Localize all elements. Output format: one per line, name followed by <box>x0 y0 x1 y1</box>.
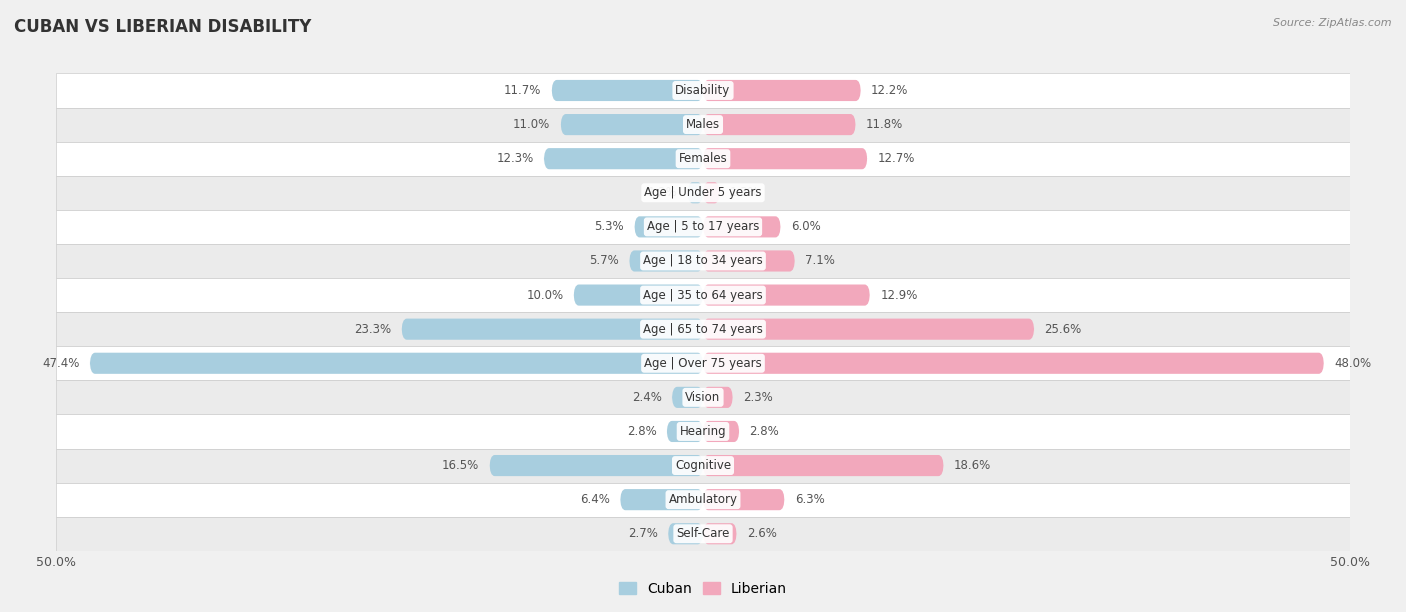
Text: Females: Females <box>679 152 727 165</box>
Text: 11.0%: 11.0% <box>513 118 550 131</box>
FancyBboxPatch shape <box>666 421 703 442</box>
Bar <box>56 210 1350 244</box>
Text: 5.3%: 5.3% <box>595 220 624 233</box>
FancyBboxPatch shape <box>688 182 703 203</box>
FancyBboxPatch shape <box>703 455 943 476</box>
Bar <box>56 244 1350 278</box>
Text: Ambulatory: Ambulatory <box>668 493 738 506</box>
Text: 12.2%: 12.2% <box>872 84 908 97</box>
FancyBboxPatch shape <box>402 319 703 340</box>
Bar <box>56 414 1350 449</box>
Text: CUBAN VS LIBERIAN DISABILITY: CUBAN VS LIBERIAN DISABILITY <box>14 18 312 36</box>
Bar <box>56 346 1350 380</box>
Text: Disability: Disability <box>675 84 731 97</box>
FancyBboxPatch shape <box>561 114 703 135</box>
Text: Vision: Vision <box>685 391 721 404</box>
FancyBboxPatch shape <box>703 285 870 305</box>
FancyBboxPatch shape <box>703 319 1035 340</box>
Legend: Cuban, Liberian: Cuban, Liberian <box>614 576 792 601</box>
Bar <box>56 380 1350 414</box>
Text: 2.8%: 2.8% <box>749 425 779 438</box>
Bar <box>56 483 1350 517</box>
Text: Age | 18 to 34 years: Age | 18 to 34 years <box>643 255 763 267</box>
Text: 18.6%: 18.6% <box>953 459 991 472</box>
Bar <box>56 176 1350 210</box>
Bar <box>56 278 1350 312</box>
Text: Males: Males <box>686 118 720 131</box>
Text: 2.3%: 2.3% <box>744 391 773 404</box>
Bar <box>56 141 1350 176</box>
Text: 10.0%: 10.0% <box>526 289 564 302</box>
FancyBboxPatch shape <box>630 250 703 272</box>
Text: Source: ZipAtlas.com: Source: ZipAtlas.com <box>1274 18 1392 28</box>
Text: Hearing: Hearing <box>679 425 727 438</box>
FancyBboxPatch shape <box>703 353 1324 374</box>
Text: 11.7%: 11.7% <box>503 84 541 97</box>
Text: 12.3%: 12.3% <box>496 152 533 165</box>
Bar <box>56 517 1350 551</box>
Text: 11.8%: 11.8% <box>866 118 903 131</box>
Text: Self-Care: Self-Care <box>676 528 730 540</box>
FancyBboxPatch shape <box>703 80 860 101</box>
Bar <box>56 449 1350 483</box>
Text: Age | 35 to 64 years: Age | 35 to 64 years <box>643 289 763 302</box>
Text: 6.3%: 6.3% <box>794 493 824 506</box>
Text: 48.0%: 48.0% <box>1334 357 1371 370</box>
Text: Age | Over 75 years: Age | Over 75 years <box>644 357 762 370</box>
Text: 2.6%: 2.6% <box>747 528 778 540</box>
Text: 23.3%: 23.3% <box>354 323 391 335</box>
FancyBboxPatch shape <box>544 148 703 170</box>
Text: 12.7%: 12.7% <box>877 152 915 165</box>
FancyBboxPatch shape <box>703 216 780 237</box>
Text: 47.4%: 47.4% <box>42 357 80 370</box>
Text: 6.0%: 6.0% <box>792 220 821 233</box>
FancyBboxPatch shape <box>668 523 703 544</box>
Bar <box>56 73 1350 108</box>
FancyBboxPatch shape <box>703 421 740 442</box>
FancyBboxPatch shape <box>551 80 703 101</box>
FancyBboxPatch shape <box>703 250 794 272</box>
Text: Age | 65 to 74 years: Age | 65 to 74 years <box>643 323 763 335</box>
Bar <box>56 312 1350 346</box>
FancyBboxPatch shape <box>574 285 703 305</box>
FancyBboxPatch shape <box>703 387 733 408</box>
FancyBboxPatch shape <box>634 216 703 237</box>
Text: 25.6%: 25.6% <box>1045 323 1081 335</box>
Text: 6.4%: 6.4% <box>581 493 610 506</box>
Bar <box>56 108 1350 141</box>
Text: Age | 5 to 17 years: Age | 5 to 17 years <box>647 220 759 233</box>
FancyBboxPatch shape <box>703 182 720 203</box>
Text: 2.4%: 2.4% <box>631 391 662 404</box>
FancyBboxPatch shape <box>620 489 703 510</box>
FancyBboxPatch shape <box>489 455 703 476</box>
Text: 1.2%: 1.2% <box>647 186 678 200</box>
Text: 1.3%: 1.3% <box>730 186 759 200</box>
Text: 16.5%: 16.5% <box>441 459 479 472</box>
FancyBboxPatch shape <box>703 114 856 135</box>
Text: 2.8%: 2.8% <box>627 425 657 438</box>
Text: 12.9%: 12.9% <box>880 289 918 302</box>
FancyBboxPatch shape <box>703 523 737 544</box>
Text: Cognitive: Cognitive <box>675 459 731 472</box>
Text: 5.7%: 5.7% <box>589 255 619 267</box>
Text: Age | Under 5 years: Age | Under 5 years <box>644 186 762 200</box>
Text: 2.7%: 2.7% <box>628 528 658 540</box>
FancyBboxPatch shape <box>703 489 785 510</box>
Text: 7.1%: 7.1% <box>806 255 835 267</box>
FancyBboxPatch shape <box>703 148 868 170</box>
FancyBboxPatch shape <box>672 387 703 408</box>
FancyBboxPatch shape <box>90 353 703 374</box>
